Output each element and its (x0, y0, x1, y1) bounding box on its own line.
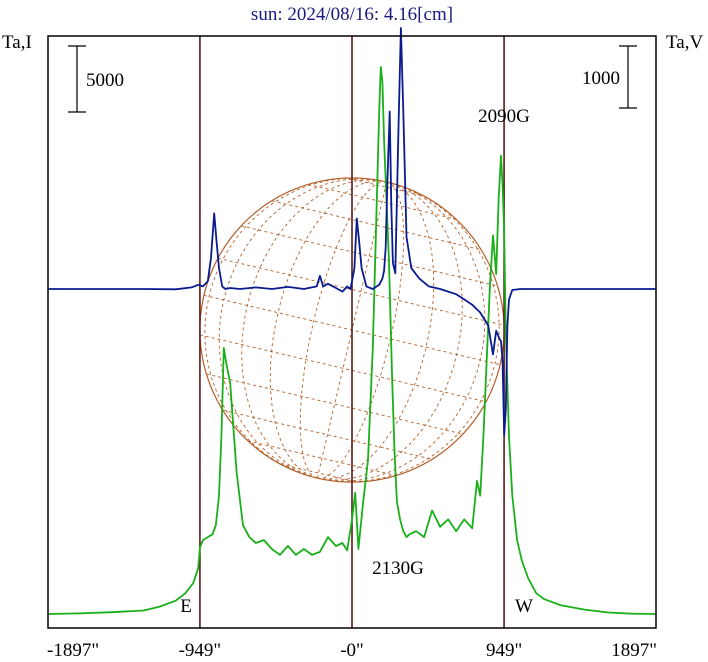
sun-longitude-line (241, 179, 387, 479)
sun-latitude-line (206, 373, 464, 435)
x-tick-label: -0" (340, 640, 364, 661)
sun-longitude-line (299, 181, 387, 479)
sun-longitude-line (218, 178, 387, 479)
left-scale-bar: 5000 (68, 45, 124, 113)
stokes-v-line (48, 27, 656, 437)
series-group (47, 27, 657, 615)
sun-latitude-line (240, 225, 498, 287)
sun-latitude-line (347, 177, 424, 197)
sun-longitude-line (317, 181, 435, 480)
stokes-i-line (47, 66, 657, 615)
sun-longitude-line (204, 177, 387, 479)
sun-longitude-line (269, 180, 387, 479)
sun-grid (199, 177, 505, 483)
x-tick-labels: -1897" -949" -0" 949" 1897" (47, 640, 657, 661)
sun-latitude-line (199, 334, 487, 403)
x-tick-label: 949" (486, 640, 522, 661)
left-axis-label: Ta,I (2, 32, 32, 53)
west-limb-label: W (515, 596, 533, 617)
chart-title: sun: 2024/08/16: 4.16[cm] (251, 4, 453, 25)
right-scale-bar: 1000 (582, 45, 637, 109)
left-scale-bar-label: 5000 (86, 70, 124, 91)
x-tick-label: 1897" (611, 640, 657, 661)
sun-longitude-line (317, 181, 463, 481)
x-tick-label: -949" (179, 640, 222, 661)
sun-latitude-line (247, 440, 397, 477)
right-scale-bar-label: 1000 (582, 68, 620, 89)
sun-latitude-line (307, 183, 457, 220)
sun-longitude-line (317, 181, 500, 483)
annotation-2130g: 2130G (372, 558, 424, 579)
right-axis-label: Ta,V (666, 32, 703, 53)
annotation-2090g: 2090G (478, 106, 530, 127)
sun-longitude-line (317, 181, 486, 482)
east-limb-label: E (180, 596, 192, 617)
plot-frame (47, 35, 657, 629)
vertical-reference-lines (199, 36, 505, 628)
x-tick-label: -1897" (47, 640, 99, 661)
sun-latitude-line (280, 463, 357, 483)
sun-latitude-line (217, 257, 505, 326)
